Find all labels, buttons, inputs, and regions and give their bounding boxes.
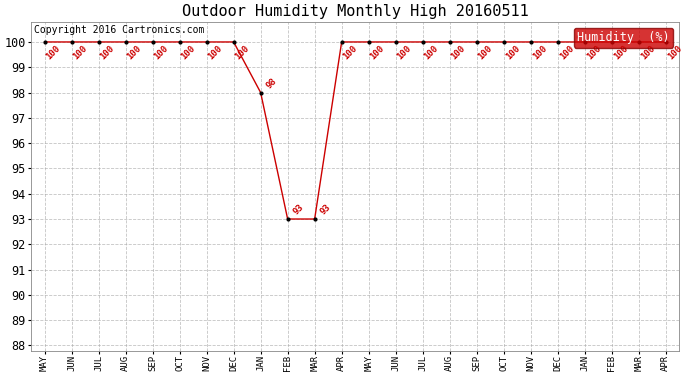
Text: 100: 100 [395, 44, 413, 62]
Text: 100: 100 [126, 44, 144, 62]
Text: 93: 93 [292, 202, 306, 216]
Text: 100: 100 [72, 44, 90, 62]
Text: 100: 100 [234, 44, 251, 62]
Text: 100: 100 [612, 44, 629, 62]
Text: 100: 100 [342, 44, 359, 62]
Text: 100: 100 [45, 44, 62, 62]
Text: 100: 100 [558, 44, 575, 62]
Text: 100: 100 [666, 44, 684, 62]
Text: 98: 98 [265, 76, 279, 90]
Text: 100: 100 [639, 44, 656, 62]
Text: 100: 100 [450, 44, 467, 62]
Text: Copyright 2016 Cartronics.com: Copyright 2016 Cartronics.com [34, 25, 205, 35]
Text: 100: 100 [504, 44, 522, 62]
Title: Outdoor Humidity Monthly High 20160511: Outdoor Humidity Monthly High 20160511 [181, 4, 529, 19]
Text: 100: 100 [152, 44, 170, 62]
Legend: Humidity  (%): Humidity (%) [573, 28, 673, 48]
Text: 100: 100 [99, 44, 117, 62]
Text: 100: 100 [368, 44, 386, 62]
Text: 100: 100 [206, 44, 224, 62]
Text: 100: 100 [423, 44, 440, 62]
Text: 100: 100 [179, 44, 197, 62]
Text: 100: 100 [531, 44, 549, 62]
Text: 100: 100 [584, 44, 602, 62]
Text: 100: 100 [477, 44, 495, 62]
Text: 93: 93 [319, 202, 333, 216]
